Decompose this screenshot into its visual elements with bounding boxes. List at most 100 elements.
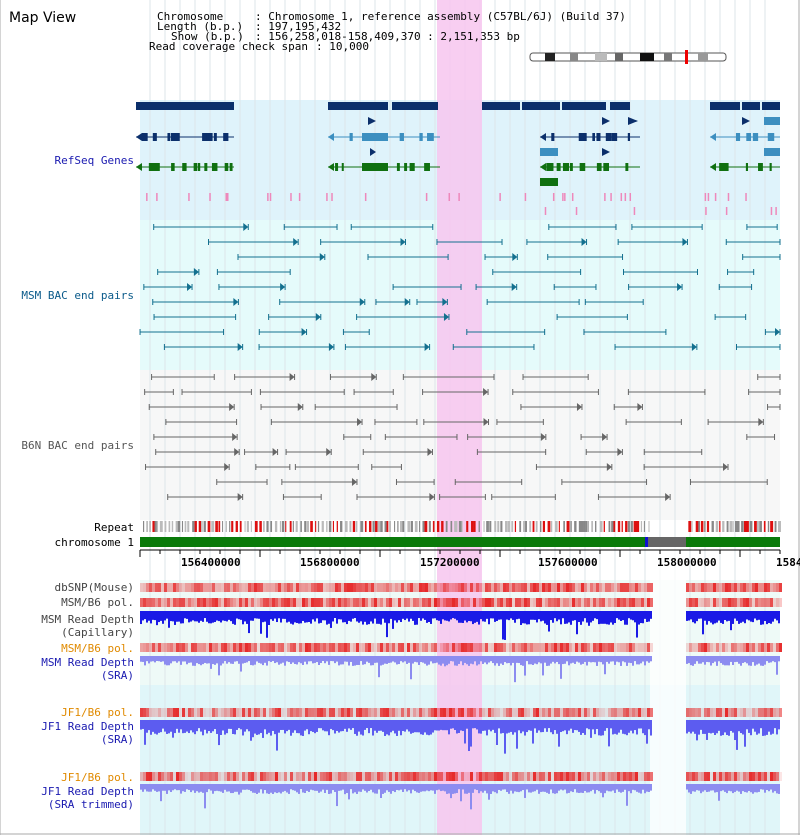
msm-pol-cell [152,643,155,652]
msm-pol-cell [260,598,263,607]
jf1-pol-cell [218,708,221,717]
msm-sra-depth-bar [272,656,274,662]
jf1-trimmed-depth-bar [140,784,142,790]
msm-pol-cell [692,643,695,652]
jf1-sra-depth-bar [146,720,148,733]
msm-capillary-depth-bar [624,611,626,625]
jf1-sra-depth-bar [576,720,578,731]
jf1-sra-depth-bar [268,720,270,733]
repeat-element [497,521,500,532]
jf1-pol-cell [524,772,527,781]
msm-pol-cell [494,598,497,607]
jf1-trimmed-depth-bar [530,784,532,793]
jf1-pol-cell [764,708,767,717]
msm-pol-cell [173,643,176,652]
repeat-element [700,521,704,532]
track-label-msm-b6-pol-2[interactable]: MSM/B6 pol. [61,642,134,655]
msm-pol-cell [434,598,437,607]
jf1-sra-depth-bar [188,720,190,734]
track-label-msm-depth-capillary[interactable]: MSM Read Depth [41,613,134,626]
dbsnp-cell [164,583,167,592]
msm-sra-depth-bar [528,656,530,665]
msm-capillary-depth-bar [204,611,206,619]
dbsnp-cell [449,583,452,592]
msm-pol-cell [533,643,536,652]
msm-pol-cell [407,598,410,607]
variation-tracks[interactable] [140,583,782,781]
msm-capillary-depth-bar [326,611,328,625]
msm-pol-cell [170,598,173,607]
msm-capillary-depth-bar [604,611,606,624]
msm-pol-cell [488,643,491,652]
repeat-element [778,521,781,532]
jf1-trimmed-depth-bar [328,784,330,794]
b6n-bac-track[interactable] [144,373,781,501]
jf1-trimmed-depth-bar [372,784,374,793]
track-label-jf1-b6-pol-2[interactable]: JF1/B6 pol. [61,771,134,784]
repeat-element [746,521,749,532]
track-label-jf1-b6-pol[interactable]: JF1/B6 pol. [61,706,134,719]
msm-capillary-depth-bar [610,611,612,623]
msm-capillary-depth-bar [372,611,374,624]
highlight-region[interactable] [437,0,482,835]
track-label-repeat[interactable]: Repeat [94,521,134,534]
msm-sra-depth-bar [564,656,566,664]
jf1-trimmed-depth-bar [774,784,776,792]
track-label-msm-bac[interactable]: MSM BAC end pairs [21,289,134,302]
msm-pol-cell [533,598,536,607]
jf1-pol-cell [263,772,266,781]
dbsnp-cell [359,583,362,592]
jf1-pol-cell [476,708,479,717]
msm-capillary-depth-bar [334,611,336,619]
b6n-bac-pair-arrow [326,448,332,456]
msm-pol-cell [191,643,194,652]
dbsnp-cell [611,583,614,592]
dbsnp-cell [461,583,464,592]
track-label-chromosome[interactable]: chromosome 1 [54,536,134,549]
msm-sra-depth-bar [364,656,366,665]
jf1-trimmed-depth-bar [516,784,518,792]
jf1-pol-cell [143,772,146,781]
track-label-dbsnp[interactable]: dbSNP(Mouse) [54,581,134,594]
jf1-pol-cell [224,708,227,717]
jf1-pol-cell [482,708,485,717]
msm-pol-cell [470,643,473,652]
chromosome-ideogram[interactable] [529,50,727,64]
msm-pol-cell [599,643,602,652]
jf1-pol-cell [299,708,302,717]
track-label-jf1-depth-trimmed[interactable]: JF1 Read Depth [41,785,134,798]
jf1-pol-cell [266,708,269,717]
track-label-msm-b6-pol[interactable]: MSM/B6 pol. [61,596,134,609]
msm-pol-cell [323,643,326,652]
msm-sra-depth-bar [750,656,752,666]
jf1-sra-depth-bar [508,720,510,733]
track-label-jf1-depth-sra[interactable]: JF1 Read Depth [41,720,134,733]
track-label-refseq[interactable]: RefSeq Genes [54,154,134,167]
msm-sra-depth-bar [610,656,612,662]
msm-capillary-depth-bar [286,611,288,623]
jf1-sra-depth-bar [778,720,780,730]
msm-pol-cell [473,643,476,652]
msm-sra-depth-bar [626,656,628,666]
msm-capillary-depth-bar [716,611,718,623]
msm-sra-depth-bar [744,656,746,663]
msm-sra-depth-bar [206,656,208,664]
track-label-b6n-bac[interactable]: B6N BAC end pairs [21,439,134,452]
msm-sra-depth-bar [532,656,534,665]
jf1-trimmed-depth-bar [534,784,536,792]
msm-bac-track[interactable] [139,223,781,351]
read-depth-tracks[interactable] [140,611,780,810]
repeat-track[interactable] [143,521,781,532]
refseq-genes-track[interactable] [136,102,780,215]
chromosome-bar[interactable] [140,537,780,547]
msm-sra-depth-bar [552,656,554,662]
gene-arrow [602,117,610,125]
track-label-msm-depth-sra[interactable]: MSM Read Depth [41,656,134,669]
jf1-pol-cell [146,708,149,717]
msm-sra-depth-bar [194,656,196,666]
msm-sra-depth-bar [334,656,336,664]
msm-capillary-depth-bar [146,611,148,623]
jf1-sra-depth-bar [238,720,240,729]
dbsnp-cell [569,583,572,592]
